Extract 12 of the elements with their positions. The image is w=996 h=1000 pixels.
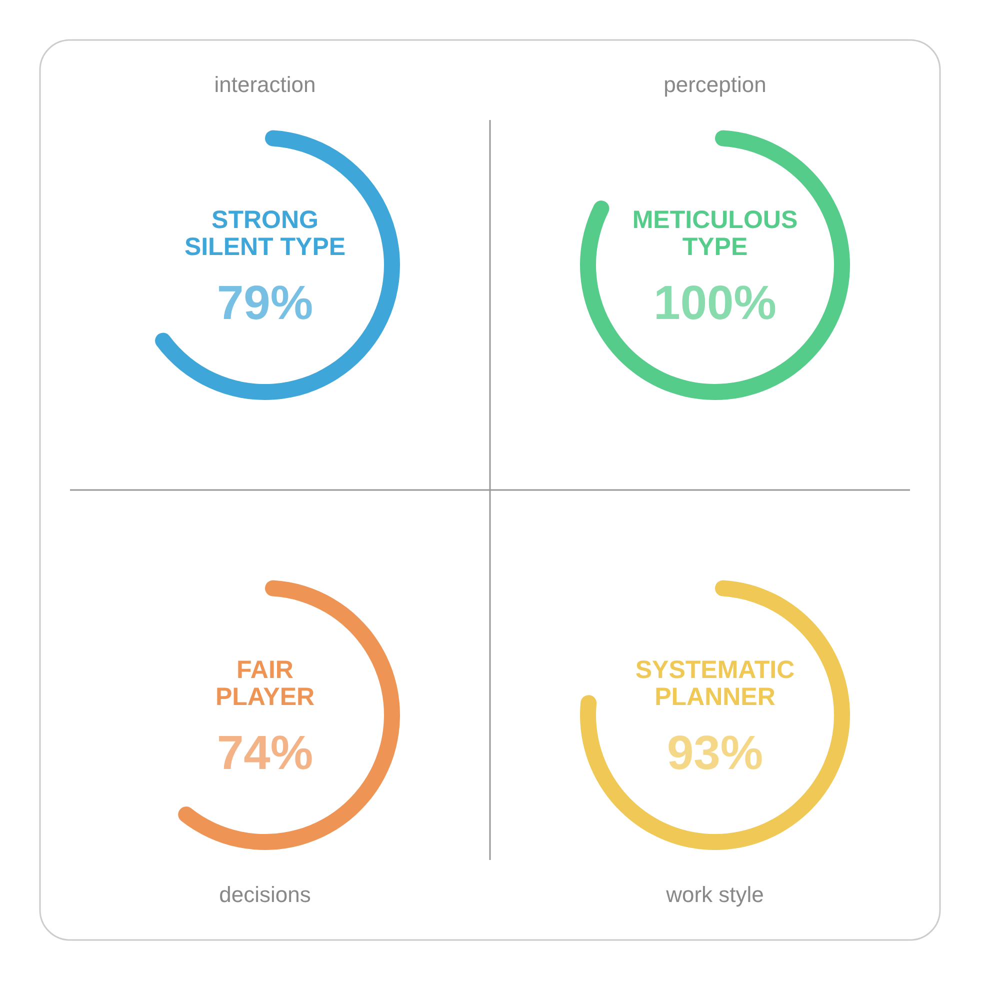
legend-label: FAIR PLAYER: [215, 656, 315, 711]
legend-label: METICULOUS TYPE: [632, 206, 798, 261]
category-label: work style: [665, 882, 764, 907]
data-label: 74%: [216, 727, 314, 780]
legend-label: SYSTEMATIC PLANNER: [635, 656, 795, 711]
data-label: 93%: [666, 727, 764, 780]
data-label: 100%: [654, 277, 776, 330]
data-label: 79%: [216, 277, 314, 330]
category-label: interaction: [214, 72, 316, 97]
legend-label: STRONG SILENT TYPE: [184, 206, 346, 261]
category-label: decisions: [219, 882, 311, 907]
category-label: perception: [664, 72, 766, 97]
